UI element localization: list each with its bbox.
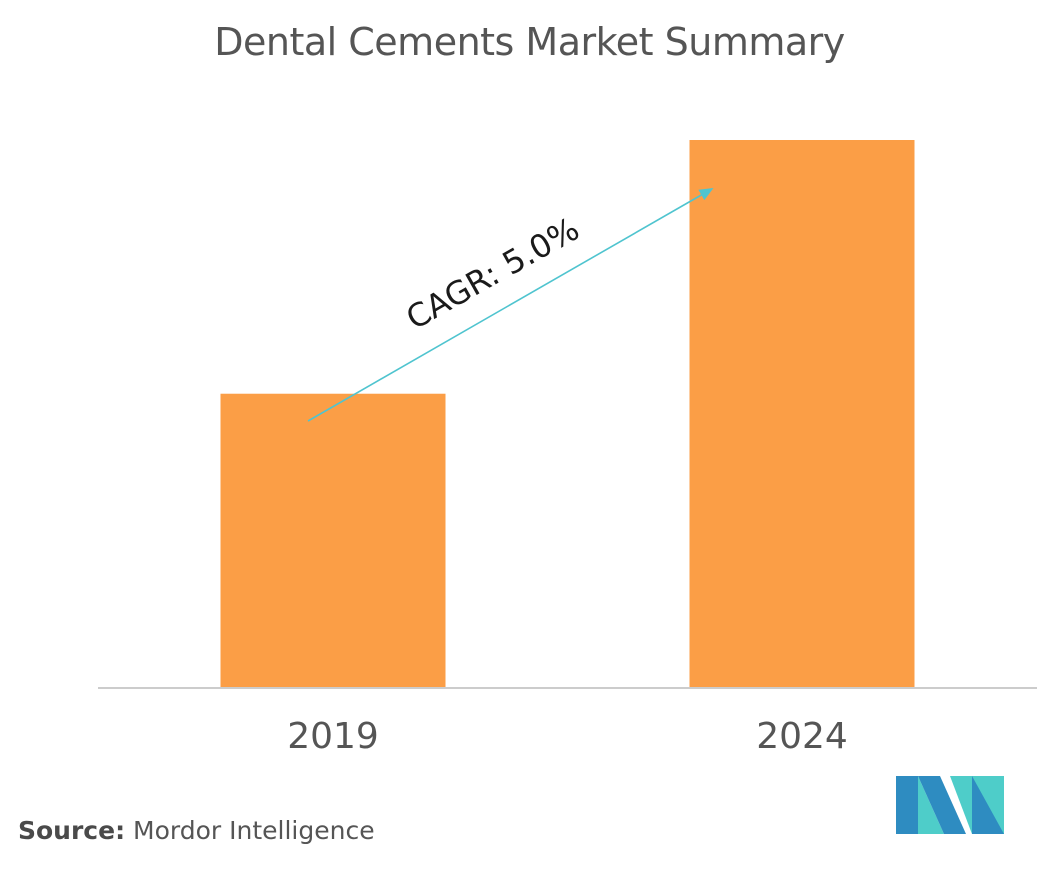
cagr-arrow [307,188,714,422]
source-label: Source: [18,816,126,845]
bar-2019 [220,393,446,688]
x-tick-label-2024: 2024 [756,716,848,757]
x-tick-label-2019: 2019 [287,716,379,757]
x-axis-ticks: 2019 2024 [287,716,848,757]
cagr-annotation: CAGR: 5.0% [400,210,586,338]
bar-2024 [689,140,915,688]
chart-title: Dental Cements Market Summary [214,20,845,64]
source-text: Mordor Intelligence [133,816,375,845]
source-note: Source: Mordor Intelligence [18,816,375,845]
bars [220,140,915,688]
mordor-intelligence-logo-icon [896,776,1004,834]
